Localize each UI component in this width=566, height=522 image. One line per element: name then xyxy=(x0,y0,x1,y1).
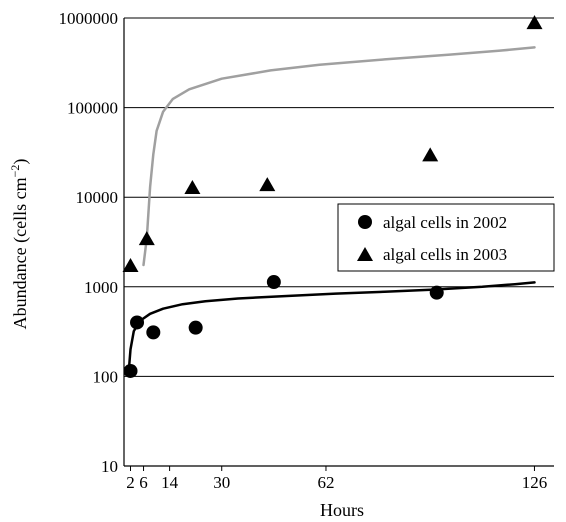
x-tick-label: 2 xyxy=(126,473,135,492)
point-triangle xyxy=(138,231,155,246)
x-tick-label: 126 xyxy=(522,473,548,492)
point-triangle xyxy=(184,180,201,194)
y-tick-label: 100 xyxy=(93,367,119,386)
legend-label-2002: algal cells in 2002 xyxy=(383,213,507,232)
x-axis-title: Hours xyxy=(320,500,364,520)
point-triangle xyxy=(526,15,543,30)
x-tick-labels: 2 6 14 30 62 126 xyxy=(126,473,547,492)
legend-box xyxy=(337,203,555,272)
point-circle xyxy=(429,285,444,300)
y-axis-title: Abundance (cells cm−2) xyxy=(8,159,31,330)
y-axis-title-text: Abundance (cells cm xyxy=(10,177,31,329)
x-tick-label: 14 xyxy=(161,473,179,492)
y-tick-label: 10000 xyxy=(76,188,119,207)
point-circle xyxy=(188,320,203,335)
y-tick-label: 10 xyxy=(101,457,118,476)
point-circle xyxy=(266,275,281,290)
y-tick-label: 100000 xyxy=(67,99,118,118)
point-circle xyxy=(146,325,161,340)
legend-marker-2002 xyxy=(358,215,372,229)
legend: algal cells in 2002 algal cells in 2003 xyxy=(337,203,555,272)
legend-marker-2003 xyxy=(357,247,373,261)
point-triangle xyxy=(259,177,276,192)
legend-label-2003: algal cells in 2003 xyxy=(383,245,507,264)
axes xyxy=(123,18,554,471)
point-triangle xyxy=(122,258,139,272)
point-circle xyxy=(123,363,138,378)
x-tick-label: 6 xyxy=(139,473,148,492)
y-tick-label: 1000 xyxy=(84,278,118,297)
point-circle xyxy=(130,315,145,330)
x-tick-label: 30 xyxy=(213,473,230,492)
point-triangle xyxy=(422,147,439,162)
y-axis-title-exponent: −2 xyxy=(8,165,22,178)
data-points xyxy=(122,15,543,378)
x-tick-label: 62 xyxy=(317,473,334,492)
y-tick-label: 1000000 xyxy=(59,9,119,28)
fit-line-1 xyxy=(142,46,536,267)
y-tick-labels: 10 100 1000 10000 100000 1000000 xyxy=(59,9,119,476)
gridlines xyxy=(124,17,554,377)
y-axis-title-close: ) xyxy=(10,159,31,165)
